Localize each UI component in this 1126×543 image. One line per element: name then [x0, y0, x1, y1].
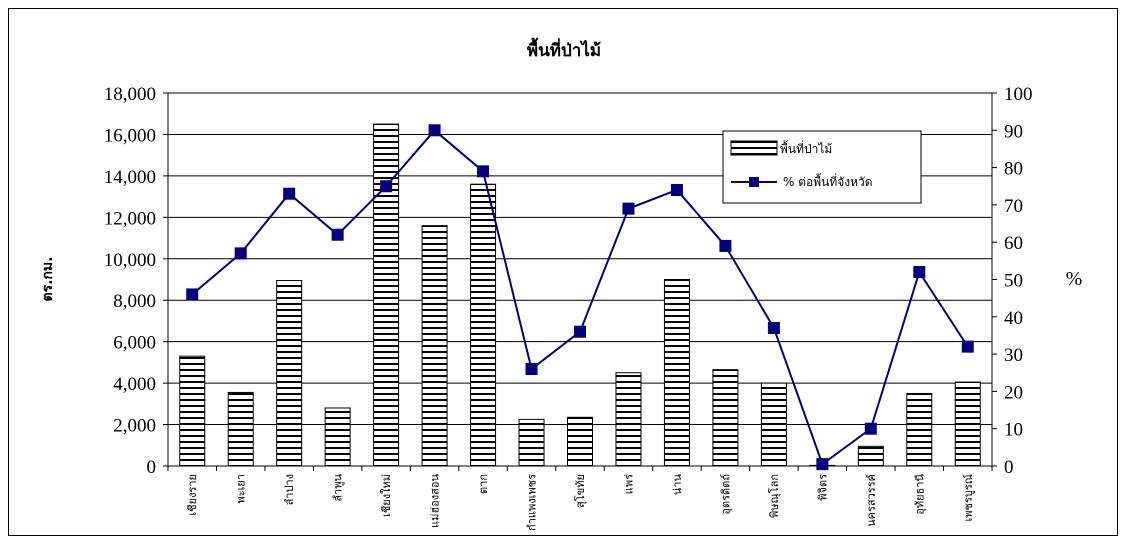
y2-axis-label: %	[1066, 268, 1083, 290]
bar-16	[906, 392, 933, 467]
axes	[163, 92, 997, 471]
bar-10	[615, 372, 642, 467]
y2-tick-label: 0	[1004, 457, 1014, 478]
bar-7	[470, 183, 497, 467]
category-label: เชียงใหม่	[380, 474, 393, 517]
y2-tick-label: 80	[1004, 159, 1023, 180]
legend: พื้นที่ป่าไม้ % ต่อพื้นที่จังหวัด	[722, 130, 922, 204]
category-label: น่าน	[671, 474, 684, 496]
bar-1	[179, 355, 206, 467]
percent-marker-1	[186, 288, 199, 301]
bar-11	[663, 279, 690, 467]
percent-marker-3	[283, 187, 296, 200]
category-label: ลำปาง	[283, 474, 296, 505]
y-axis-label: ตร.กม.	[40, 257, 56, 302]
y2-tick-label: 90	[1004, 121, 1023, 142]
percent-marker-10	[622, 202, 635, 215]
percent-marker-16	[913, 266, 926, 279]
y-tick-label: 0	[147, 457, 157, 478]
chart-svg: พื้นที่ป่าไม้ ตร.กม. % 0 2,000 4,000 6,000 8…	[40, 37, 1083, 531]
category-label: พะเยา	[235, 474, 248, 504]
y-tick-label: 12,000	[104, 208, 156, 229]
category-labels: เชียงราย พะเยา ลำปาง ลำพูน เชียงใหม่ แม่ฮ่องส…	[186, 474, 975, 531]
bar-13	[760, 382, 787, 467]
y-tick-label: 4,000	[113, 374, 156, 395]
y-tick-label: 10,000	[104, 250, 156, 271]
bar-17	[954, 381, 981, 467]
y-tick-label: 8,000	[113, 291, 156, 312]
legend-line-label: % ต่อพื้นที่จังหวัด	[783, 173, 873, 189]
bar-9	[567, 416, 593, 467]
y2-tick-label: 60	[1004, 233, 1023, 254]
y2-tick-label: 30	[1004, 345, 1023, 366]
bar-2	[227, 391, 254, 467]
chart-frame: พื้นที่ป่าไม้ ตร.กม. % 0 2,000 4,000 6,000 8…	[8, 8, 1118, 536]
percent-marker-6	[428, 124, 441, 137]
legend-line-marker	[749, 177, 759, 187]
percent-marker-11	[670, 183, 683, 196]
category-label: พิจิตร	[816, 474, 829, 501]
category-label: นครสวรรค์	[865, 474, 878, 527]
legend-bar-swatch	[730, 140, 778, 156]
category-label: แม่ฮ่องสอน	[429, 474, 442, 528]
y-tick-label: 6,000	[113, 333, 156, 354]
y2-tick-label: 20	[1004, 382, 1023, 403]
bar-series	[179, 123, 981, 467]
bar-3	[276, 280, 303, 467]
y2-tick-label: 50	[1004, 271, 1023, 292]
bar-4	[324, 407, 351, 467]
percent-marker-2	[234, 247, 247, 260]
category-label: ลำพูน	[332, 474, 345, 502]
percent-marker-12	[719, 239, 732, 252]
category-label: กำแพงเพชร	[526, 474, 539, 531]
percent-marker-15	[864, 422, 877, 435]
bar-12	[712, 369, 739, 467]
category-label: ตาก	[477, 474, 490, 494]
y-tick-label: 14,000	[104, 167, 156, 188]
chart-title: พื้นที่ป่าไม้	[527, 37, 601, 61]
category-label: แพร่	[622, 474, 635, 494]
category-label: อุทัยธานี	[913, 474, 926, 515]
category-label: สุโขทัย	[573, 474, 587, 508]
category-label: พิษณุโลก	[767, 474, 781, 518]
y-tick-label: 16,000	[104, 125, 156, 146]
percent-marker-5	[380, 180, 393, 193]
y2-tick-label: 100	[1004, 84, 1033, 105]
percent-marker-8	[525, 363, 538, 376]
tick-labels: 0 2,000 4,000 6,000 8,000 10,000 12,000 14,000 1…	[104, 84, 1033, 478]
category-label: อุตรดิตถ์	[719, 474, 732, 515]
percent-marker-4	[331, 228, 344, 241]
percent-marker-14	[816, 458, 829, 471]
y2-tick-label: 40	[1004, 308, 1023, 329]
percent-marker-7	[477, 165, 490, 178]
percent-marker-13	[767, 321, 780, 334]
bar-15	[857, 445, 884, 467]
bar-8	[518, 418, 545, 467]
y-tick-label: 18,000	[104, 84, 156, 105]
bar-6	[421, 225, 448, 467]
legend-bar-label: พื้นที่ป่าไม้	[780, 140, 832, 156]
y-tick-label: 2,000	[113, 416, 156, 437]
y2-tick-label: 70	[1004, 196, 1023, 217]
percent-marker-9	[574, 325, 586, 338]
category-label: เชียงราย	[186, 474, 199, 516]
percent-marker-17	[961, 340, 974, 353]
line-series	[186, 124, 974, 471]
category-label: เพชรบูรณ์	[962, 474, 975, 521]
y2-tick-label: 10	[1004, 420, 1023, 441]
